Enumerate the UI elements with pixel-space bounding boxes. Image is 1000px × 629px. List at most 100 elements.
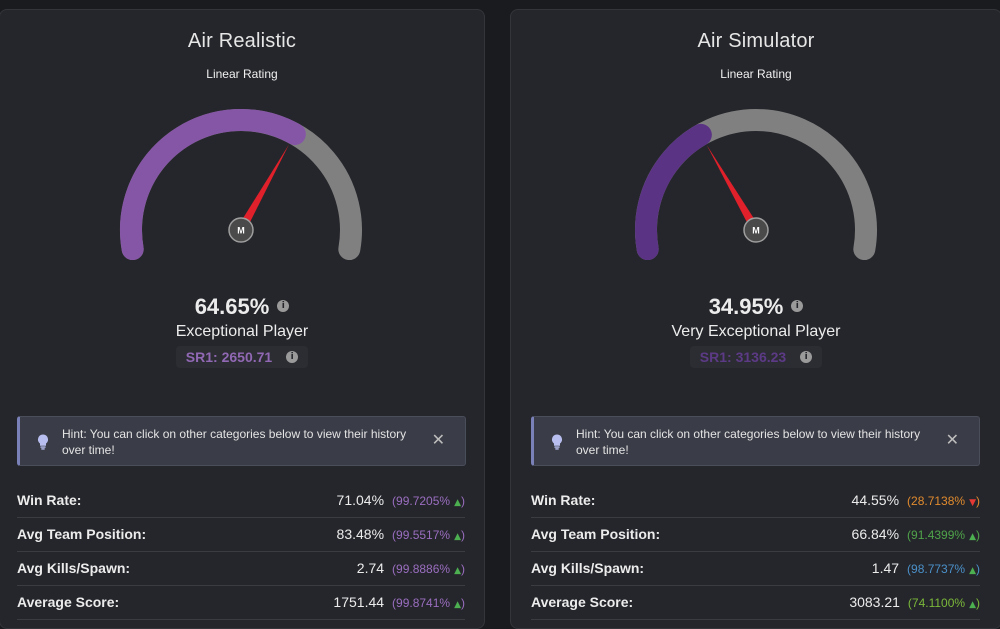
hint-text: Hint: You can click on other categories …: [62, 427, 407, 457]
stat-percentile-close: ): [976, 494, 980, 508]
stat-percentile: (74.1100% ▲): [908, 596, 980, 610]
stat-percentile-close: ): [461, 494, 465, 508]
stat-value: 66.84%: [851, 526, 900, 542]
rating-percent-row: 64.65% i: [0, 294, 484, 320]
rating-gauge: M: [635, 109, 877, 260]
stat-percentile-value: (99.8886%: [392, 562, 451, 576]
sr-value: SR1: 2650.71: [185, 349, 273, 365]
hint-text: Hint: You can click on other categories …: [576, 427, 921, 457]
stat-percentile: (99.5517% ▲): [392, 528, 465, 542]
stat-value: 3083.21: [849, 594, 900, 610]
rank-title: Very Exceptional Player: [671, 323, 841, 340]
lightbulb-icon: [38, 434, 48, 450]
stat-label: Average Score:: [17, 594, 120, 610]
stat-label: Avg Kills/Spawn:: [531, 560, 645, 576]
lightbulb-icon: [552, 434, 562, 450]
info-icon[interactable]: i: [286, 351, 299, 364]
gauge-hub: [743, 217, 769, 243]
info-icon[interactable]: i: [277, 300, 290, 313]
sr-badge: SR1: 2650.71 i: [175, 346, 309, 368]
stat-percentile-value: (91.4399%: [907, 528, 966, 542]
stats-list: Win Rate: 71.04% (99.7205% ▲) Avg Team Posit…: [17, 484, 465, 620]
stat-percentile-value: (99.8741%: [392, 596, 451, 610]
stat-percentile: (28.7138% ▼): [907, 494, 980, 508]
arrow-up-icon: ▲: [454, 498, 461, 508]
gauge-hub-label: M: [752, 226, 760, 236]
arrow-up-icon: ▲: [969, 532, 976, 542]
stat-percentile: (98.7737% ▲): [907, 562, 980, 576]
stat-percentile-value: (99.5517%: [392, 528, 451, 542]
gauge-hub: [228, 217, 254, 243]
close-icon[interactable]: ✕: [945, 430, 959, 449]
rating-percent: 64.65%: [194, 294, 270, 319]
stat-row[interactable]: Avg Team Position: 66.84% (91.4399% ▲): [531, 518, 980, 552]
stat-value: 71.04%: [336, 492, 385, 508]
rating-card-air-simulator: Air Simulator Linear Rating M 34.95% i Ve…: [510, 9, 1000, 629]
stat-values: 71.04% (99.7205% ▲): [337, 492, 465, 508]
gauge-hub-label: M: [237, 226, 245, 236]
arrow-up-icon: ▲: [969, 566, 976, 576]
stat-values: 1.47 (98.7737% ▲): [872, 560, 980, 576]
stat-percentile-value: (74.1100%: [907, 596, 966, 610]
arrow-up-icon: ▲: [454, 566, 461, 576]
hint-banner: Hint: You can click on other categories …: [531, 416, 980, 466]
stat-percentile-close: ): [976, 528, 980, 542]
rating-card-air-realistic: Air Realistic Linear Rating M 64.65% i Ex…: [0, 9, 485, 629]
stat-value: 44.55%: [851, 492, 900, 508]
stat-percentile-close: ): [976, 562, 980, 576]
stat-row[interactable]: Average Score: 3083.21 (74.1100% ▲): [531, 586, 980, 620]
stat-percentile-value: (98.7737%: [907, 562, 966, 576]
stat-values: 44.55% (28.7138% ▼): [852, 492, 980, 508]
stat-row[interactable]: Avg Kills/Spawn: 1.47 (98.7737% ▲): [531, 552, 980, 586]
rank-title: Exceptional Player: [175, 323, 309, 340]
gauge-fill: [635, 123, 712, 260]
stat-label: Avg Team Position:: [17, 526, 147, 542]
stat-percentile-close: ): [976, 596, 980, 610]
gauge-needle: [706, 145, 760, 233]
stat-percentile-close: ): [461, 596, 465, 610]
stat-row[interactable]: Win Rate: 44.55% (28.7138% ▼): [531, 484, 980, 518]
arrow-down-icon: ▼: [969, 498, 976, 508]
gauge-label: Linear Rating: [720, 67, 792, 81]
stat-value: 2.74: [356, 560, 385, 576]
stat-values: 2.74 (99.8886% ▲): [357, 560, 465, 576]
stat-percentile-close: ): [461, 562, 465, 576]
stat-value: 1.47: [871, 560, 900, 576]
stat-percentile: (91.4399% ▲): [907, 528, 980, 542]
stat-value: 1751.44: [333, 594, 385, 610]
info-icon[interactable]: i: [791, 300, 804, 313]
arrow-up-icon: ▲: [454, 532, 461, 542]
stat-row[interactable]: Average Score: 1751.44 (99.8741% ▲): [17, 586, 465, 620]
stat-row[interactable]: Win Rate: 71.04% (99.7205% ▲): [17, 484, 465, 518]
stat-percentile: (99.8886% ▲): [392, 562, 465, 576]
hint-banner: Hint: You can click on other categories …: [17, 416, 466, 466]
stat-row[interactable]: Avg Team Position: 83.48% (99.5517% ▲): [17, 518, 465, 552]
close-icon[interactable]: ✕: [431, 430, 445, 449]
stat-label: Avg Kills/Spawn:: [17, 560, 131, 576]
stat-row[interactable]: Avg Kills/Spawn: 2.74 (99.8886% ▲): [17, 552, 465, 586]
stat-percentile-close: ): [461, 528, 465, 542]
card-title: Air Simulator: [697, 30, 815, 52]
stat-percentile-value: (28.7138%: [907, 494, 966, 508]
stat-label: Win Rate:: [531, 492, 596, 508]
gauge-label: Linear Rating: [206, 67, 278, 81]
stat-values: 1751.44 (99.8741% ▲): [333, 594, 465, 610]
stat-percentile: (99.8741% ▲): [392, 596, 465, 610]
stat-percentile: (99.7205% ▲): [392, 494, 465, 508]
rating-percent-row: 34.95% i: [511, 294, 1000, 320]
stat-values: 83.48% (99.5517% ▲): [337, 526, 465, 542]
stat-percentile-value: (99.7205%: [392, 494, 451, 508]
info-icon[interactable]: i: [800, 351, 813, 364]
sr-badge: SR1: 3136.23 i: [689, 346, 823, 368]
sr-value: SR1: 3136.23: [699, 349, 787, 365]
rating-percent: 34.95%: [708, 294, 784, 319]
stat-label: Avg Team Position:: [531, 526, 661, 542]
rating-gauge: M: [120, 109, 362, 260]
stat-label: Win Rate:: [17, 492, 82, 508]
gauge-fill: [120, 109, 306, 260]
stat-values: 66.84% (91.4399% ▲): [852, 526, 980, 542]
gauge-needle: [237, 144, 289, 233]
stat-label: Average Score:: [531, 594, 634, 610]
stat-values: 3083.21 (74.1100% ▲): [849, 594, 980, 610]
card-title: Air Realistic: [187, 30, 297, 52]
